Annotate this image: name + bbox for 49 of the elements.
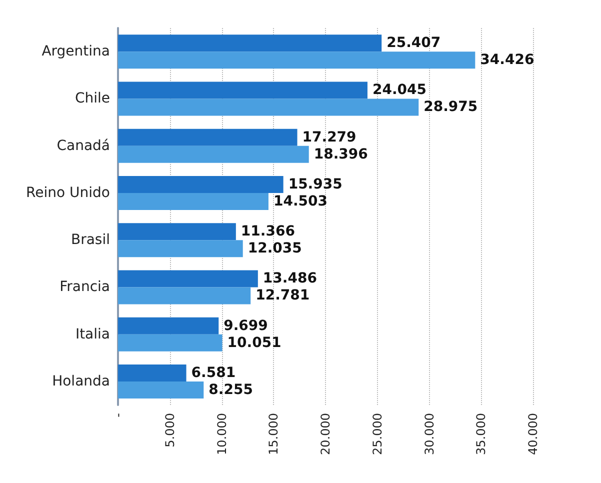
bar — [118, 240, 243, 258]
data-label: 24.045 — [372, 82, 426, 98]
y-tick-label: Reino Unido — [26, 184, 110, 201]
x-tick-label: 10.000 — [214, 413, 229, 455]
x-tick-label: 5.000 — [162, 413, 177, 448]
bar — [118, 223, 236, 240]
data-label: 11.366 — [240, 224, 295, 240]
data-label: 34.426 — [480, 52, 534, 68]
bar — [118, 98, 419, 116]
data-label: 18.396 — [314, 146, 368, 162]
x-tick-label: 15.000 — [266, 413, 281, 455]
data-label: 6.581 — [191, 364, 236, 381]
data-label: 25.407 — [386, 35, 441, 52]
y-tick-label: Italia — [75, 326, 110, 342]
x-tick-label: 40.000 — [526, 413, 540, 455]
bar — [118, 82, 368, 99]
bar — [118, 176, 284, 193]
x-tick-label: - — [111, 413, 125, 418]
data-label: 17.279 — [302, 129, 356, 146]
bar — [118, 287, 251, 304]
y-tick-label: Canadá — [56, 138, 110, 154]
bar — [118, 192, 268, 210]
bar — [118, 270, 258, 288]
data-label: 13.486 — [262, 270, 317, 287]
data-label: 14.503 — [273, 193, 328, 210]
bar — [118, 146, 309, 163]
data-label: 28.975 — [424, 99, 478, 116]
y-tick-label: Argentina — [42, 44, 110, 60]
x-tick-label: 35.000 — [474, 413, 488, 455]
bar — [118, 128, 298, 146]
data-label: 10.051 — [227, 334, 282, 351]
bar — [118, 364, 186, 382]
bar — [118, 334, 222, 352]
bar — [118, 34, 382, 52]
bar — [118, 381, 204, 398]
data-label: 12.035 — [248, 240, 302, 257]
data-label: 15.935 — [288, 176, 342, 192]
y-tick-label: Holanda — [52, 373, 110, 390]
y-tick-label: Chile — [74, 90, 110, 107]
bar — [118, 317, 219, 334]
data-label: 9.699 — [224, 318, 268, 334]
data-label: 8.255 — [208, 382, 253, 398]
y-tick-label: Brasil — [70, 232, 110, 248]
x-tick-label: 30.000 — [422, 413, 436, 455]
x-tick-label: 20.000 — [318, 413, 332, 455]
data-label: 12.781 — [256, 288, 310, 304]
bar — [118, 52, 476, 69]
y-tick-label: Francia — [60, 279, 110, 296]
x-tick-label: 25.000 — [370, 413, 384, 455]
